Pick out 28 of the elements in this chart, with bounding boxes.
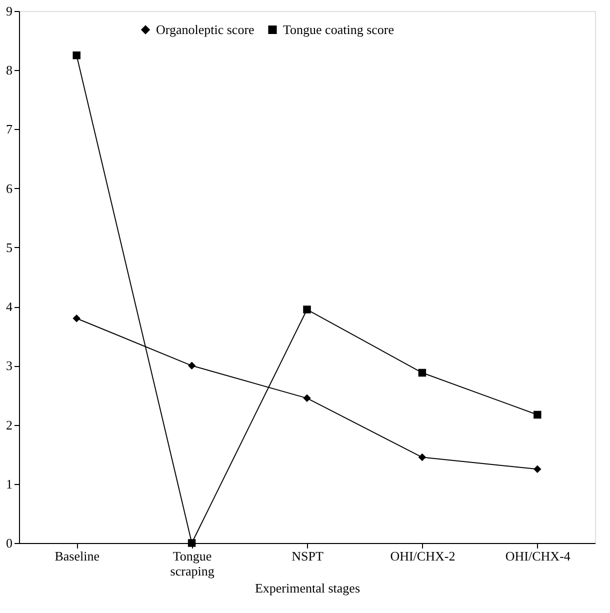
y-tick-label: 0 [6,536,12,550]
y-tick-label: 5 [6,240,12,255]
x-tick-label: OHI/CHX-2 [390,548,456,564]
x-axis-title: Experimental stages [254,580,360,596]
y-tick-label: 2 [6,417,12,432]
y-tick-label: 4 [6,299,13,314]
point [534,465,542,473]
point [188,362,196,370]
y-tick-label: 3 [6,358,12,374]
x-tick-label: Baseline [54,548,100,564]
legend-label: Organoleptic score [156,22,255,37]
y-tick-label: 6 [6,180,13,196]
legend-label: Tongue coating score [283,22,394,37]
y-tick-label: 8 [6,62,12,78]
point [303,394,311,402]
x-tick-label: NSPT [292,548,324,564]
x-tick-label: Tongue scraping [170,548,215,578]
y-tick-label: 1 [6,476,12,492]
point [418,368,426,377]
x-tick-label: OHI/CHX-4 [505,548,571,564]
point [72,314,80,322]
point [72,51,80,60]
y-tick-label: 7 [6,122,13,137]
point [534,410,542,419]
point [303,306,311,314]
point [418,453,426,462]
y-tick-label: 9 [6,4,12,18]
point [188,539,196,547]
